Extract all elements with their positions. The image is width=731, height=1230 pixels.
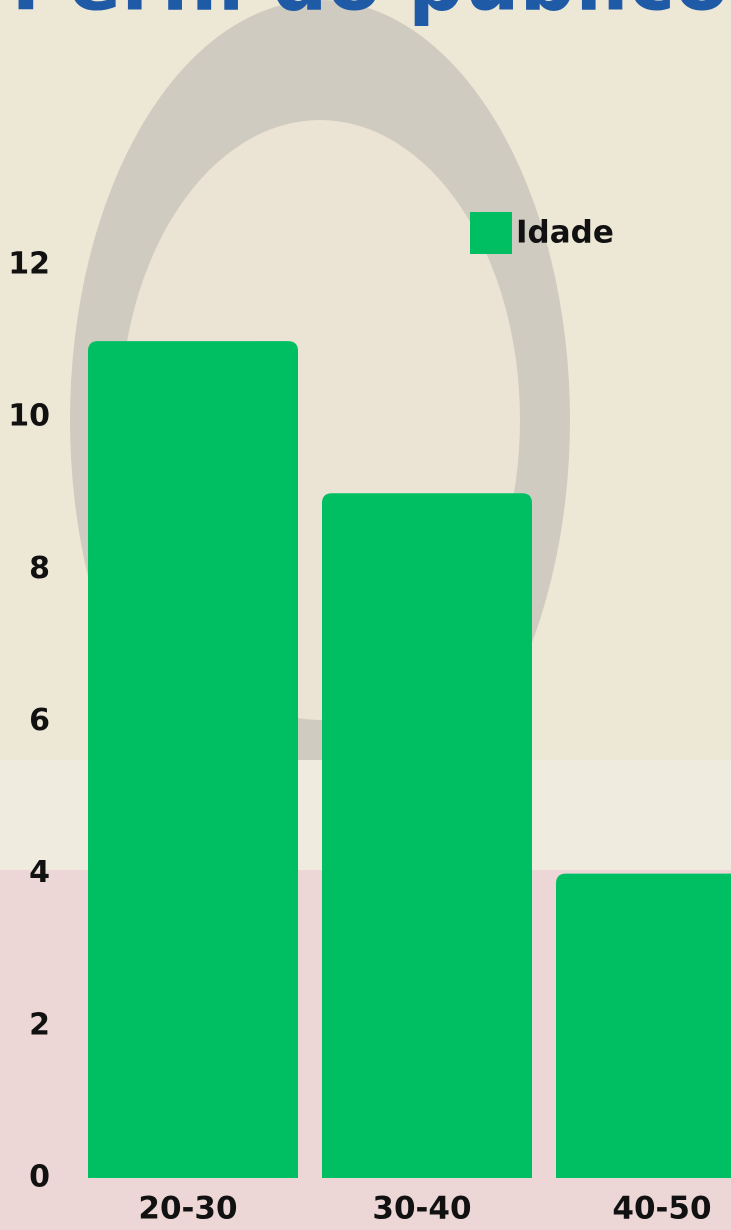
y-tick-label: 8 — [29, 551, 50, 586]
chart: Perfil do público 0 2 4 6 8 10 12 20-30 30-40 40-… — [0, 0, 731, 1230]
bar — [88, 341, 298, 1178]
legend-label: Idade — [516, 215, 614, 251]
y-tick-label: 4 — [29, 855, 50, 890]
x-tick-label: 20-30 — [138, 1191, 237, 1227]
legend-swatch — [470, 212, 512, 254]
chart-title: Perfil do público — [11, 0, 728, 28]
bar — [556, 874, 731, 1178]
page: Perfil do público 0 2 4 6 8 10 12 20-30 30-40 40-… — [0, 0, 731, 1230]
y-tick-label: 10 — [8, 399, 50, 434]
y-tick-label: 6 — [29, 703, 50, 738]
y-tick-label: 12 — [8, 247, 50, 282]
y-tick-label: 0 — [29, 1160, 50, 1195]
bar — [322, 493, 532, 1178]
x-tick-label: 30-40 — [372, 1191, 471, 1227]
x-tick-label: 40-50 — [612, 1191, 711, 1227]
y-tick-label: 2 — [29, 1007, 50, 1042]
